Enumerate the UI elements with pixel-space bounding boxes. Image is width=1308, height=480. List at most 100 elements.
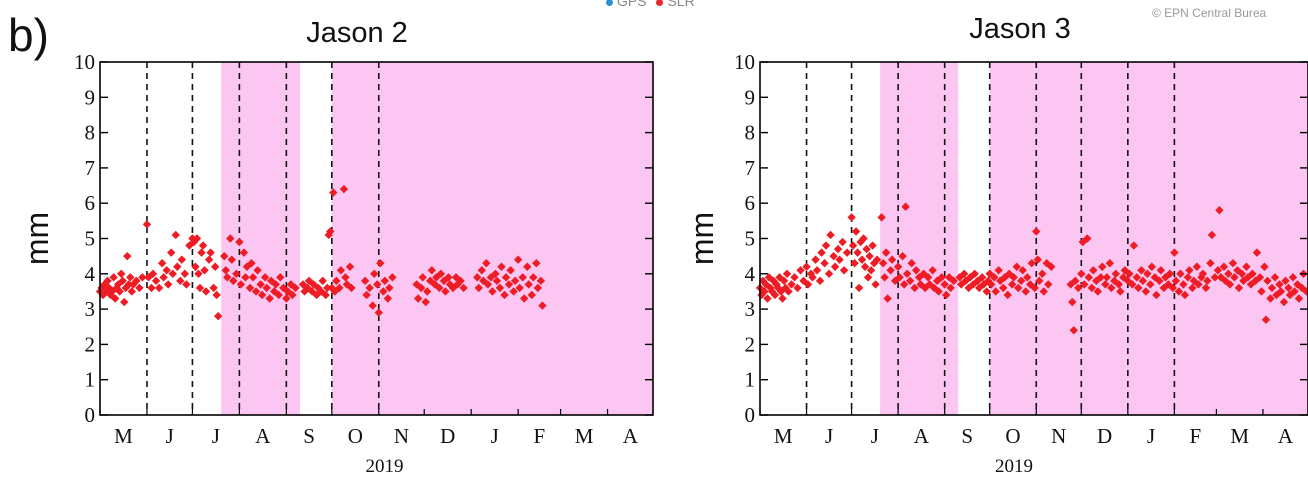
chart2-data-point (1288, 273, 1298, 282)
chart1-data-point (413, 294, 423, 303)
chart2-data-point (839, 266, 849, 275)
chart1-data-point (497, 262, 506, 271)
chart2-data-point (1263, 276, 1272, 286)
chart1-data-point (473, 273, 482, 282)
chart2-data-point (1230, 273, 1239, 282)
chart1-y-tick-label: 6 (85, 191, 96, 215)
chart2-data-point (956, 280, 966, 289)
chart2-data-point (799, 276, 808, 286)
chart2-data-point (1077, 269, 1086, 278)
chart2-data-point (893, 262, 903, 271)
chart1-data-point (260, 273, 270, 282)
chart1-data-point (456, 276, 465, 286)
chart2-data-point (817, 248, 826, 257)
chart2-data-point (937, 273, 946, 282)
chart2-data-point (1096, 273, 1106, 282)
chart2-data-point (1248, 269, 1257, 278)
chart1-x-tick-label: M (575, 424, 594, 448)
chart2-data-point (1023, 273, 1032, 282)
chart1-data-point (477, 266, 486, 275)
chart2-x-tick-label: O (1005, 424, 1020, 448)
chart1-data-point (523, 262, 532, 271)
chart1-data-point (209, 283, 218, 293)
chart2-data-point (919, 269, 928, 278)
chart2-data-point (1030, 283, 1039, 293)
chart1-data-point (515, 283, 524, 293)
chart2-data-point (851, 227, 861, 236)
chart2-data-point (850, 259, 859, 268)
chart2-data-point (1146, 280, 1155, 289)
chart1-data-point (239, 248, 249, 257)
chart1-data-point (198, 241, 208, 250)
chart2-data-point (1293, 280, 1302, 289)
chart2-data-point (857, 255, 867, 264)
chart1-x-tick-label: J (491, 424, 499, 448)
chart1-data-point (177, 255, 187, 264)
chart2-data-point (1225, 280, 1235, 289)
chart2-data-point (1290, 287, 1299, 296)
chart2-y-tick-label: 1 (745, 368, 756, 392)
chart2-data-point (955, 273, 964, 282)
legend-slr-label: SLR (667, 0, 695, 9)
chart2-data-point (877, 213, 886, 222)
chart1-y-axis-label: mm (19, 212, 55, 265)
chart1-data-point (388, 273, 397, 282)
chart2-data-point (1074, 283, 1083, 293)
chart1-data-point (151, 276, 161, 286)
chart2-data-point (961, 276, 970, 286)
chart1-data-point (257, 290, 267, 300)
chart1-data-point (157, 259, 167, 268)
chart2-data-point (1069, 326, 1078, 335)
chart2-data-point (1279, 297, 1289, 307)
chart2-data-point (862, 244, 871, 254)
chart1-x-tick-label: M (114, 424, 133, 448)
chart2-data-point (1080, 280, 1089, 289)
chart1-data-point (527, 290, 536, 300)
chart2-x-tick-label: F (1190, 424, 1202, 448)
chart2-data-point (1137, 266, 1146, 275)
chart1-data-point (220, 251, 229, 261)
chart1-data-point (435, 283, 444, 293)
chart1-data-point (118, 276, 127, 286)
chart1-data-point (232, 269, 241, 278)
chart2-data-point (787, 280, 796, 289)
chart2-data-point (1179, 280, 1188, 289)
chart2-data-point (886, 266, 895, 275)
chart2-x-tick-label: S (961, 424, 973, 448)
chart2-data-point (772, 280, 781, 289)
chart1-data-point (110, 294, 120, 303)
chart2-data-point (1234, 283, 1244, 293)
chart2-data-point (1215, 206, 1224, 215)
chart1-x-tick-label: F (534, 424, 546, 448)
chart2-data-point (881, 248, 891, 257)
chart2-y-tick-label: 8 (745, 121, 756, 145)
chart2-data-point (878, 259, 888, 268)
chart2-data-point (1201, 283, 1211, 293)
chart2-data-point (847, 213, 856, 222)
chart2-data-point (1266, 294, 1275, 303)
chart2-data-point (1087, 283, 1097, 293)
chart1-data-point (206, 248, 215, 257)
chart1-data-point (370, 269, 379, 278)
chart2-data-point (880, 273, 889, 282)
chart1-data-point (360, 276, 370, 286)
chart2-data-point (1044, 280, 1053, 289)
chart2-y-tick-label: 0 (745, 403, 756, 427)
chart2-data-point (826, 230, 835, 240)
chart2-data-point (1194, 280, 1203, 289)
chart1-data-point (221, 266, 230, 275)
chart1-data-point (323, 283, 332, 293)
chart1-data-point (282, 294, 291, 303)
chart2-data-point (1207, 230, 1217, 240)
chart2-data-point (1107, 283, 1116, 293)
chart1-data-point (248, 273, 258, 282)
chart2-data-point (1110, 276, 1119, 286)
chart1-y-tick-label: 4 (85, 262, 96, 286)
chart1-data-point (501, 273, 511, 282)
chart1-data-point (195, 283, 205, 293)
chart1-data-point (336, 266, 346, 275)
chart2-data-point (758, 276, 768, 286)
chart1-data-point (180, 269, 190, 278)
chart2-data-point (802, 262, 811, 271)
chart2-data-point (1084, 273, 1093, 282)
